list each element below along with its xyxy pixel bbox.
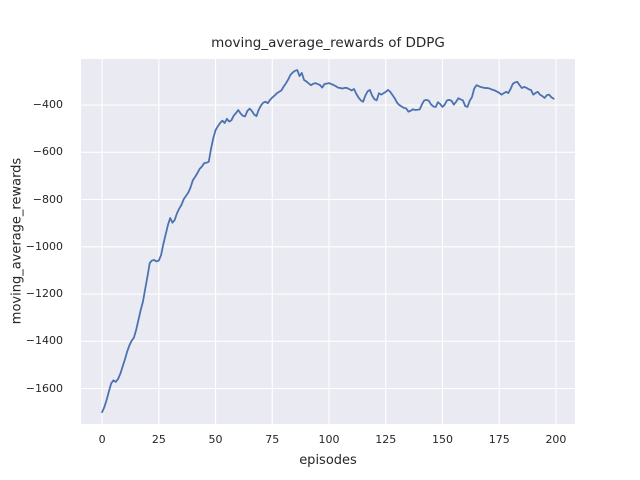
x-tick-label: 25 (151, 433, 166, 446)
x-tick-label: 200 (545, 433, 567, 446)
x-axis-label: episodes (299, 453, 357, 468)
y-tick-label: −800 (32, 192, 63, 206)
plot-area (81, 59, 575, 424)
y-tick-label: −1600 (25, 381, 63, 395)
x-tick-label: 50 (208, 433, 223, 446)
x-tick-label: 125 (375, 433, 397, 446)
y-tick-label: −400 (32, 98, 63, 112)
x-tick-label: 175 (488, 433, 510, 446)
y-tick-label: −600 (32, 145, 63, 159)
x-tick-label: 100 (318, 433, 340, 446)
y-tick-label: −1200 (25, 287, 63, 301)
series-line (101, 69, 555, 414)
y-tick-label: −1000 (25, 239, 63, 253)
chart-title: moving_average_rewards of DDPG (211, 35, 445, 51)
x-tick-label: 75 (265, 433, 280, 446)
y-tick-label: −1400 (25, 334, 63, 348)
x-tick-label: 150 (431, 433, 453, 446)
x-tick-label: 0 (98, 433, 106, 446)
